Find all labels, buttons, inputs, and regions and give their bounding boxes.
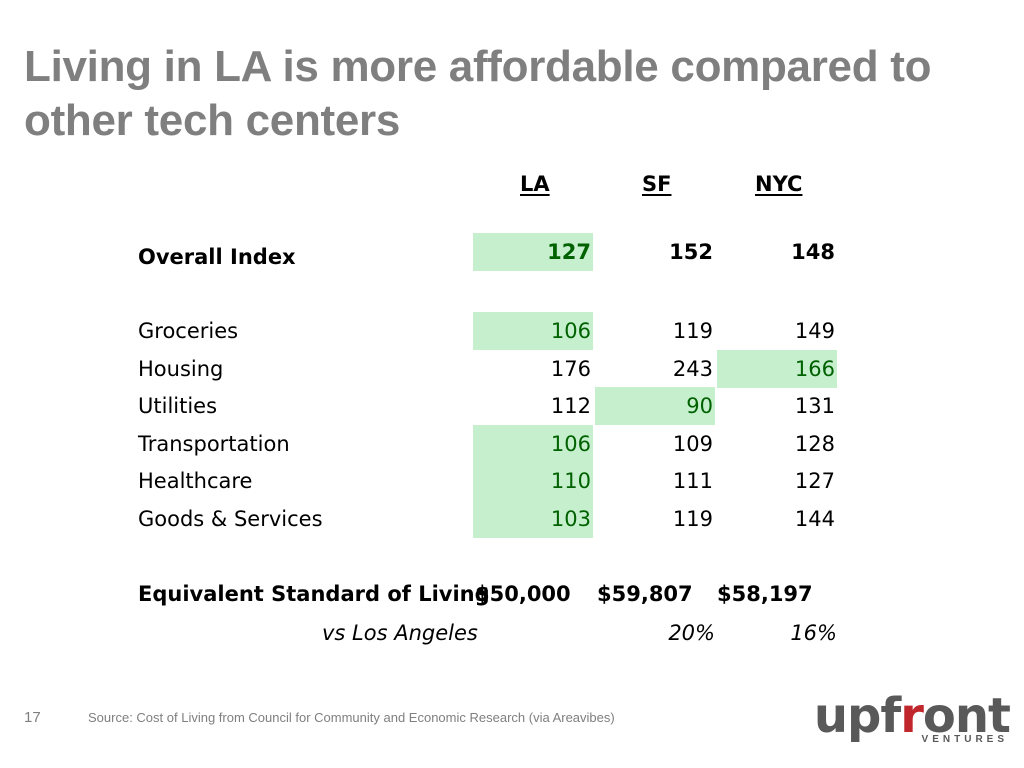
- overall-index-la: 127: [473, 233, 593, 271]
- row-label-utilities: Utilities: [138, 394, 218, 418]
- overall-index-nyc: 148: [791, 240, 835, 264]
- cell-utilities-sf: 90: [595, 387, 715, 425]
- upfront-ventures-logo: upfront VENTURES: [800, 688, 1011, 752]
- cell-transportation-sf: 109: [672, 432, 713, 456]
- cell-groceries-nyc: 149: [794, 319, 835, 343]
- row-label-groceries: Groceries: [138, 319, 239, 343]
- equivalent-living-la: $50,000: [475, 582, 571, 606]
- row-label-transportation: Transportation: [138, 432, 290, 456]
- equivalent-living-sf: $59,807: [597, 582, 693, 606]
- vs-los-angeles-label: vs Los Angeles: [322, 621, 478, 645]
- cell-goods-and-services-nyc: 144: [794, 507, 835, 531]
- overall-index-label: Overall Index: [138, 245, 296, 269]
- vs-la-sf: 20%: [668, 621, 715, 645]
- row-label-healthcare: Healthcare: [138, 469, 253, 493]
- cell-utilities-nyc: 131: [794, 394, 835, 418]
- cell-transportation-la: 106: [473, 425, 593, 463]
- row-label-housing: Housing: [138, 357, 224, 381]
- cell-utilities-la: 112: [550, 394, 591, 418]
- cell-groceries-la: 106: [473, 312, 593, 350]
- row-label-goods-and-services: Goods & Services: [138, 507, 323, 531]
- source-note: Source: Cost of Living from Council for …: [88, 710, 615, 725]
- cell-healthcare-sf: 111: [672, 469, 713, 493]
- logo-wordmark: upfront: [813, 688, 1011, 744]
- page-number: 17: [24, 709, 41, 726]
- cell-healthcare-nyc: 127: [794, 469, 835, 493]
- cell-healthcare-la: 110: [473, 462, 593, 500]
- cell-housing-sf: 243: [672, 357, 713, 381]
- equivalent-living-nyc: $58,197: [717, 582, 813, 606]
- cell-goods-and-services-la: 103: [473, 500, 593, 538]
- overall-index-sf: 152: [669, 240, 713, 264]
- column-header-sf: SF: [642, 172, 672, 196]
- column-header-la: LA: [520, 172, 550, 196]
- vs-la-nyc: 16%: [790, 621, 837, 645]
- cell-groceries-sf: 119: [672, 319, 713, 343]
- cell-housing-la: 176: [550, 357, 591, 381]
- cell-housing-nyc: 166: [717, 350, 837, 388]
- column-header-nyc: NYC: [755, 172, 803, 196]
- equivalent-living-label: Equivalent Standard of Living: [138, 582, 490, 606]
- cell-transportation-nyc: 128: [794, 432, 835, 456]
- logo-subtitle: VENTURES: [921, 734, 1008, 745]
- slide-title: Living in LA is more affordable compared…: [24, 42, 932, 145]
- cell-goods-and-services-sf: 119: [672, 507, 713, 531]
